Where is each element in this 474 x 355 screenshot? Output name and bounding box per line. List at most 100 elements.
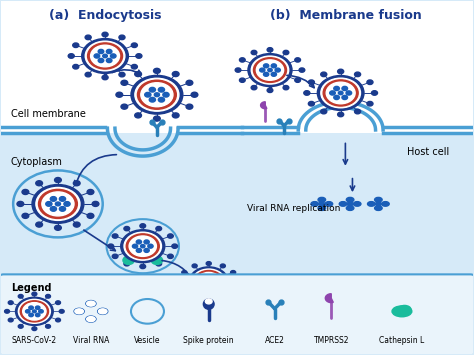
Circle shape [220, 295, 225, 299]
Circle shape [22, 213, 29, 218]
Ellipse shape [203, 299, 214, 309]
Circle shape [144, 240, 149, 244]
Circle shape [167, 234, 173, 238]
Circle shape [36, 181, 43, 186]
Circle shape [347, 202, 353, 206]
Circle shape [186, 104, 193, 109]
Circle shape [73, 43, 79, 48]
Text: ACE2: ACE2 [265, 336, 284, 345]
Circle shape [8, 318, 13, 322]
Ellipse shape [87, 317, 95, 322]
Circle shape [124, 232, 162, 260]
Circle shape [167, 254, 173, 258]
Text: (a)  Endocytosis: (a) Endocytosis [49, 9, 161, 22]
Circle shape [85, 35, 91, 40]
Circle shape [131, 75, 183, 114]
Ellipse shape [152, 93, 162, 102]
Text: Cathepsin L: Cathepsin L [379, 336, 425, 345]
Circle shape [251, 56, 289, 84]
Circle shape [29, 313, 33, 317]
Ellipse shape [398, 305, 411, 314]
Ellipse shape [311, 202, 319, 206]
Circle shape [149, 87, 155, 92]
Circle shape [108, 244, 114, 248]
Circle shape [267, 48, 273, 52]
Circle shape [149, 97, 155, 102]
Circle shape [126, 234, 159, 258]
Text: Legend: Legend [11, 283, 51, 293]
Ellipse shape [346, 206, 354, 211]
Circle shape [106, 49, 112, 54]
Ellipse shape [374, 206, 382, 211]
Circle shape [23, 302, 46, 320]
Circle shape [260, 68, 265, 72]
Circle shape [136, 54, 142, 58]
Circle shape [116, 92, 123, 97]
Circle shape [182, 271, 187, 274]
Circle shape [119, 72, 125, 77]
Circle shape [103, 54, 108, 58]
Circle shape [342, 95, 347, 99]
Text: Cytoplasm: Cytoplasm [11, 157, 63, 166]
Ellipse shape [205, 299, 212, 304]
Circle shape [318, 76, 364, 110]
Text: Cell membrane: Cell membrane [11, 109, 86, 119]
Circle shape [299, 68, 305, 72]
FancyBboxPatch shape [1, 1, 473, 133]
Circle shape [189, 267, 228, 296]
Ellipse shape [367, 202, 375, 206]
Text: Host cell: Host cell [407, 147, 449, 157]
Circle shape [29, 306, 33, 310]
Circle shape [140, 224, 146, 228]
Circle shape [267, 88, 273, 93]
Circle shape [87, 213, 94, 218]
Circle shape [18, 299, 50, 323]
Circle shape [32, 292, 37, 296]
Circle shape [119, 35, 125, 40]
Ellipse shape [101, 57, 109, 65]
Circle shape [271, 64, 276, 68]
Circle shape [64, 202, 70, 206]
Circle shape [68, 54, 74, 58]
Circle shape [33, 310, 36, 313]
Circle shape [206, 297, 211, 301]
Circle shape [235, 68, 241, 72]
Ellipse shape [154, 93, 160, 97]
Circle shape [251, 86, 257, 90]
Circle shape [17, 201, 24, 207]
Circle shape [20, 301, 48, 322]
Circle shape [135, 78, 179, 111]
Circle shape [321, 72, 327, 77]
Circle shape [82, 39, 128, 73]
Circle shape [36, 187, 80, 220]
Circle shape [304, 91, 310, 95]
Circle shape [264, 64, 269, 68]
Circle shape [173, 113, 179, 118]
Circle shape [271, 72, 276, 76]
Circle shape [375, 202, 381, 206]
Circle shape [36, 306, 40, 310]
Circle shape [158, 87, 164, 92]
Ellipse shape [204, 300, 213, 305]
Circle shape [323, 80, 358, 106]
Circle shape [135, 71, 141, 77]
Circle shape [178, 279, 183, 283]
Circle shape [231, 289, 236, 292]
Circle shape [136, 240, 142, 244]
Circle shape [156, 226, 162, 231]
Circle shape [342, 86, 347, 91]
Circle shape [295, 78, 301, 82]
Circle shape [192, 295, 197, 299]
Circle shape [110, 54, 116, 58]
Circle shape [26, 310, 30, 313]
Circle shape [206, 262, 211, 266]
Circle shape [283, 86, 289, 90]
Circle shape [46, 202, 52, 206]
Circle shape [192, 264, 197, 268]
Circle shape [337, 69, 344, 74]
Text: Viral RNA replication: Viral RNA replication [247, 204, 340, 213]
Circle shape [131, 65, 137, 69]
Circle shape [59, 310, 64, 313]
Circle shape [140, 264, 146, 269]
Circle shape [367, 102, 373, 106]
